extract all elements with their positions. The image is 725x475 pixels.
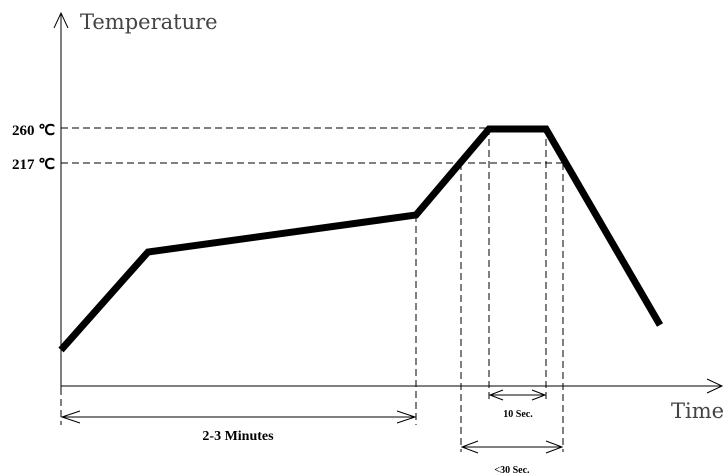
dimension-peak-arrow-right — [531, 389, 547, 401]
dimension-liquidus-label: <30 Sec. — [494, 465, 530, 475]
dimension-preheat-arrow-right — [396, 410, 417, 424]
x-axis-title: Time — [671, 399, 724, 423]
y-axis-arrowhead — [53, 11, 69, 29]
dimension-preheat-arrow-left — [60, 410, 81, 424]
x-axis-arrowhead — [706, 378, 724, 394]
dimension-preheat-label: 2-3 Minutes — [202, 429, 274, 444]
temp-label-260: 260 ℃ — [12, 123, 55, 139]
dimension-peak-label: 10 Sec. — [503, 409, 533, 420]
y-axis-title: Temperature — [80, 10, 218, 34]
dimension-liquidus-arrow-right — [545, 440, 564, 454]
temp-label-217: 217 ℃ — [12, 157, 55, 173]
dimension-liquidus-arrow-left — [460, 440, 479, 454]
temperature-profile-line — [58, 125, 664, 353]
dimension-peak-arrow-left — [488, 389, 504, 401]
